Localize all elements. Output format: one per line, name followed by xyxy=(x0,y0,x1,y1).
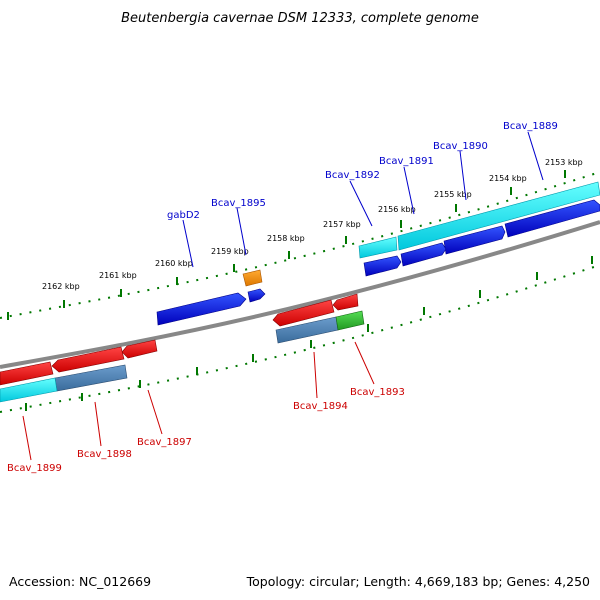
label-gabd2[interactable]: gabD2 xyxy=(167,210,200,221)
tick-label-2153: 2153 kbp xyxy=(545,158,583,167)
gene-bcav-1889[interactable] xyxy=(504,199,600,238)
reverse-features xyxy=(0,293,365,403)
label-bcav-1899[interactable]: Bcav_1899 xyxy=(7,463,62,474)
feature-cyan-short[interactable] xyxy=(358,236,398,259)
label-bcav-1893[interactable]: Bcav_1893 xyxy=(350,387,405,398)
map-title: Beutenbergia cavernae DSM 12333, complet… xyxy=(121,11,479,26)
gene-bcav-1894[interactable] xyxy=(272,299,335,327)
feature-cyan-1899[interactable] xyxy=(0,377,58,403)
tick-label-2160: 2160 kbp xyxy=(155,259,193,268)
gene-gabd2[interactable] xyxy=(156,292,247,326)
gene-bcav-1890[interactable] xyxy=(443,225,506,255)
label-bcav-1895[interactable]: Bcav_1895 xyxy=(211,198,266,209)
gene-bcav-1895[interactable] xyxy=(247,288,266,303)
genome-summary-text: Topology: circular; Length: 4,669,183 bp… xyxy=(246,574,590,589)
forward-features xyxy=(156,181,600,326)
tick-label-2154: 2154 kbp xyxy=(489,174,527,183)
label-bcav-1897[interactable]: Bcav_1897 xyxy=(137,437,192,448)
tick-label-2155: 2155 kbp xyxy=(434,190,472,199)
feature-orange[interactable] xyxy=(242,269,263,287)
label-bcav-1891[interactable]: Bcav_1891 xyxy=(379,156,434,167)
gene-bcav-1897[interactable] xyxy=(121,339,158,359)
tick-label-2157: 2157 kbp xyxy=(323,220,361,229)
gene-bcav-1892[interactable] xyxy=(363,255,402,277)
inner-tick-row xyxy=(0,264,600,413)
gene-bcav-1891[interactable] xyxy=(400,242,447,267)
inner-major-ticks xyxy=(25,256,593,411)
genome-backbone xyxy=(0,220,600,369)
accession-text: Accession: NC_012669 xyxy=(9,574,151,589)
label-bcav-1890[interactable]: Bcav_1890 xyxy=(433,141,488,152)
gene-bcav-1898[interactable] xyxy=(51,346,125,373)
label-bcav-1892[interactable]: Bcav_1892 xyxy=(325,170,380,181)
label-bcav-1889[interactable]: Bcav_1889 xyxy=(503,121,558,132)
tick-label-2156: 2156 kbp xyxy=(378,205,416,214)
gene-bcav-1899[interactable] xyxy=(0,361,54,386)
feature-green-1893[interactable] xyxy=(335,310,365,331)
gene-bcav-1893[interactable] xyxy=(332,293,359,311)
tick-label-2161: 2161 kbp xyxy=(99,271,137,280)
tick-label-2159: 2159 kbp xyxy=(211,247,249,256)
tick-label-2158: 2158 kbp xyxy=(267,234,305,243)
label-bcav-1898[interactable]: Bcav_1898 xyxy=(77,449,132,460)
top-gene-labels xyxy=(182,131,544,268)
feature-cyan-long[interactable] xyxy=(397,181,600,251)
bottom-gene-labels xyxy=(22,341,375,461)
tick-label-2162: 2162 kbp xyxy=(42,282,80,291)
outer-tick-row xyxy=(0,171,600,319)
outer-major-ticks xyxy=(7,170,566,320)
label-bcav-1894[interactable]: Bcav_1894 xyxy=(293,401,348,412)
